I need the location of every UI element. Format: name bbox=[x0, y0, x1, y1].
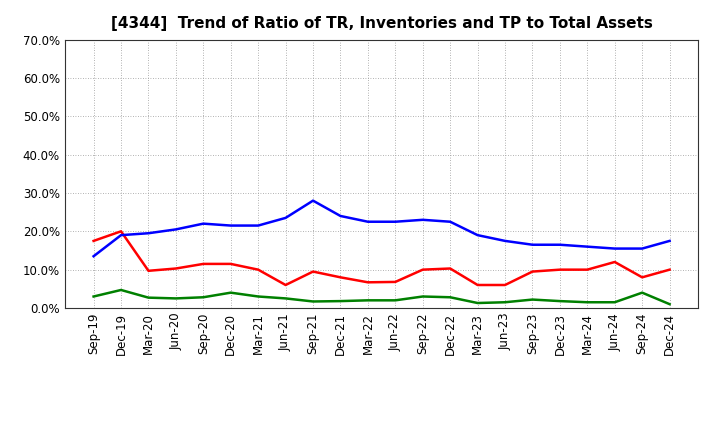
Inventories bbox=[500, 238, 509, 244]
Inventories bbox=[282, 215, 290, 220]
Trade Payables bbox=[583, 300, 592, 305]
Inventories bbox=[144, 231, 153, 236]
Trade Receivables bbox=[171, 266, 180, 271]
Inventories bbox=[226, 223, 235, 228]
Trade Payables bbox=[665, 301, 674, 307]
Trade Payables bbox=[144, 295, 153, 300]
Inventories bbox=[364, 219, 372, 224]
Trade Payables bbox=[500, 300, 509, 305]
Trade Payables bbox=[364, 298, 372, 303]
Inventories bbox=[336, 213, 345, 219]
Trade Payables bbox=[117, 287, 125, 293]
Trade Receivables bbox=[583, 267, 592, 272]
Inventories bbox=[391, 219, 400, 224]
Trade Payables bbox=[171, 296, 180, 301]
Trade Payables bbox=[638, 290, 647, 295]
Inventories bbox=[528, 242, 537, 247]
Trade Receivables bbox=[556, 267, 564, 272]
Trade Receivables bbox=[89, 238, 98, 244]
Trade Receivables bbox=[254, 267, 263, 272]
Inventories bbox=[611, 246, 619, 251]
Trade Payables bbox=[473, 301, 482, 306]
Inventories bbox=[665, 238, 674, 244]
Inventories bbox=[89, 253, 98, 259]
Inventories bbox=[117, 232, 125, 238]
Trade Payables bbox=[254, 294, 263, 299]
Trade Receivables bbox=[144, 268, 153, 273]
Inventories bbox=[583, 244, 592, 249]
Inventories bbox=[309, 198, 318, 203]
Trade Receivables bbox=[611, 259, 619, 264]
Line: Trade Receivables: Trade Receivables bbox=[94, 231, 670, 285]
Inventories bbox=[446, 219, 454, 224]
Trade Receivables bbox=[665, 267, 674, 272]
Trade Receivables bbox=[528, 269, 537, 274]
Line: Inventories: Inventories bbox=[94, 201, 670, 256]
Trade Receivables bbox=[418, 267, 427, 272]
Inventories bbox=[171, 227, 180, 232]
Trade Payables bbox=[89, 294, 98, 299]
Trade Receivables bbox=[391, 279, 400, 285]
Trade Receivables bbox=[446, 266, 454, 271]
Trade Payables bbox=[309, 299, 318, 304]
Trade Receivables bbox=[117, 229, 125, 234]
Trade Payables bbox=[199, 295, 207, 300]
Inventories bbox=[473, 232, 482, 238]
Trade Receivables bbox=[500, 282, 509, 288]
Trade Payables bbox=[528, 297, 537, 302]
Trade Receivables bbox=[336, 275, 345, 280]
Trade Payables bbox=[446, 295, 454, 300]
Inventories bbox=[199, 221, 207, 226]
Trade Payables bbox=[611, 300, 619, 305]
Trade Receivables bbox=[473, 282, 482, 288]
Trade Receivables bbox=[226, 261, 235, 267]
Title: [4344]  Trend of Ratio of TR, Inventories and TP to Total Assets: [4344] Trend of Ratio of TR, Inventories… bbox=[111, 16, 652, 32]
Trade Payables bbox=[391, 298, 400, 303]
Trade Payables bbox=[418, 294, 427, 299]
Trade Payables bbox=[336, 298, 345, 304]
Trade Payables bbox=[226, 290, 235, 295]
Inventories bbox=[638, 246, 647, 251]
Inventories bbox=[254, 223, 263, 228]
Inventories bbox=[556, 242, 564, 247]
Trade Receivables bbox=[309, 269, 318, 274]
Trade Receivables bbox=[638, 275, 647, 280]
Line: Trade Payables: Trade Payables bbox=[94, 290, 670, 304]
Trade Payables bbox=[282, 296, 290, 301]
Trade Payables bbox=[556, 298, 564, 304]
Inventories bbox=[418, 217, 427, 223]
Trade Receivables bbox=[199, 261, 207, 267]
Trade Receivables bbox=[364, 280, 372, 285]
Trade Receivables bbox=[282, 282, 290, 288]
